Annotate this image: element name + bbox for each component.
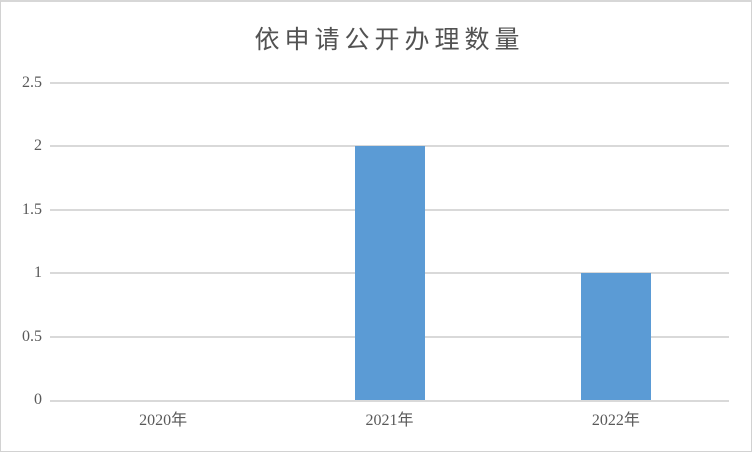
x-axis-tick-label: 2021年 (365, 412, 414, 429)
bar-2021年 (355, 146, 425, 400)
y-axis-tick-label: 0.5 (22, 327, 42, 345)
y-axis-tick-label: 1 (34, 264, 42, 282)
y-axis: 0 0.5 1 1.5 2 2.5 (1, 74, 42, 408)
x-axis-line (50, 400, 729, 402)
x-axis-tick-label: 2022年 (591, 412, 640, 429)
y-axis-tick-label: 2 (34, 137, 42, 155)
x-axis-tick-label: 2020年 (139, 412, 188, 429)
gridline (50, 82, 729, 84)
plot-area (50, 82, 729, 402)
x-axis: 2020年 2021年 2022年 (50, 408, 729, 434)
bar-2022年 (581, 273, 651, 400)
chart-title: 依申请公开办理数量 (254, 27, 525, 54)
y-axis-tick-label: 0 (34, 391, 42, 408)
y-axis-tick-label: 2.5 (22, 74, 42, 91)
y-axis-tick-label: 1.5 (22, 200, 42, 218)
